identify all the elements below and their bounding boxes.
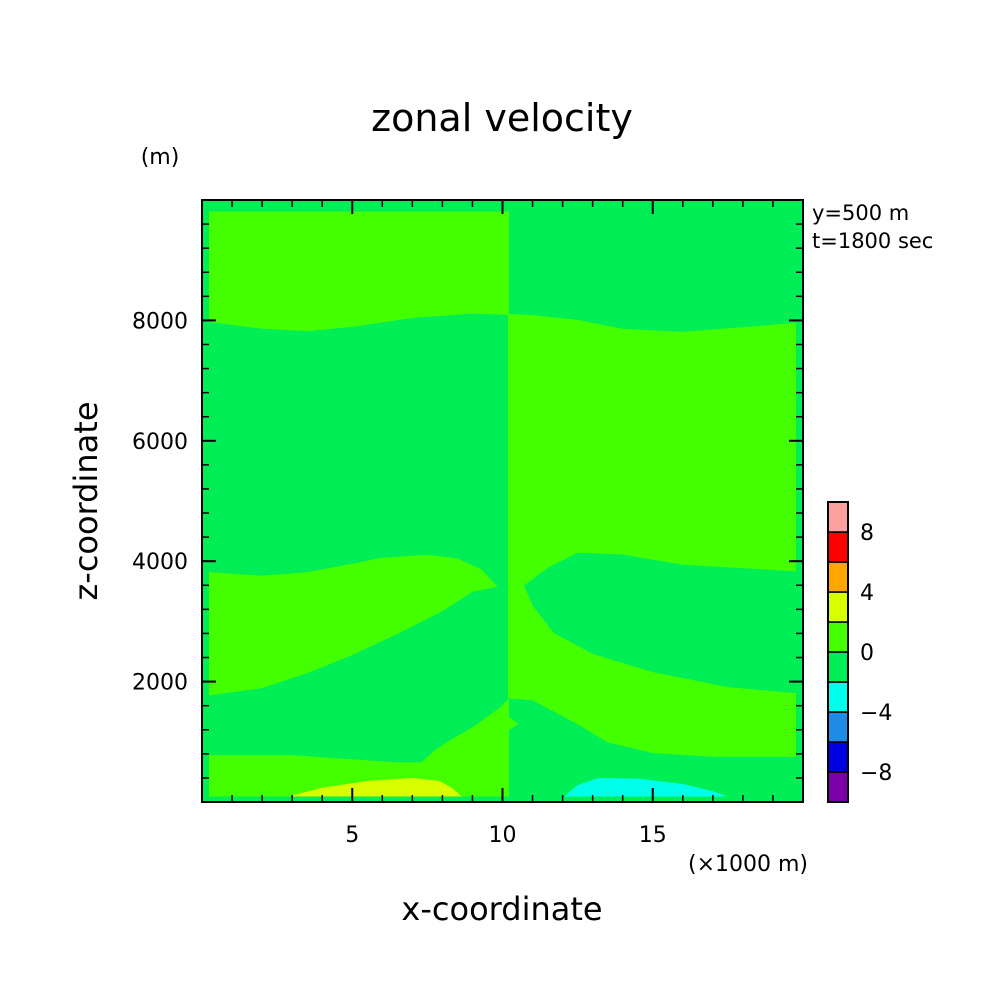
- x-axis: 5 10 15: [345, 200, 667, 848]
- colorbar-swatch: [827, 771, 849, 803]
- colorbar-swatch: [827, 651, 849, 683]
- colorbar-swatch: [827, 711, 849, 743]
- y-tick-label: 6000: [132, 430, 188, 455]
- x-axis-label: x-coordinate: [401, 890, 602, 928]
- annotation-y: y=500 m: [812, 201, 909, 225]
- colorbar-swatch: [827, 621, 849, 653]
- colorbar-swatch: [827, 501, 849, 533]
- colorbar-tick-label: 8: [860, 521, 874, 546]
- contour-region-right-small-wedge: [508, 716, 519, 731]
- contour-regions: [209, 211, 796, 797]
- x-unit-label: (×1000 m): [688, 852, 808, 877]
- colorbar-tick-label: 0: [860, 641, 874, 666]
- y-tick-label: 2000: [132, 671, 188, 696]
- y-tick-label: 4000: [132, 550, 188, 575]
- annotation-t: t=1800 sec: [812, 229, 933, 253]
- x-tick-label: 10: [489, 823, 517, 848]
- y-axis: 2000 4000 6000 8000: [132, 309, 803, 696]
- x-tick-label: 15: [639, 823, 667, 848]
- colorbar-tick-label: 4: [860, 581, 874, 606]
- colorbar-swatch: [827, 741, 849, 773]
- colorbar-tick-label: −8: [860, 761, 892, 786]
- contour-region-left-middle-band: [209, 554, 498, 696]
- colorbar-frame: [827, 501, 849, 803]
- colorbar-swatch: [827, 531, 849, 563]
- contour-region-upper-left-band: [209, 211, 509, 332]
- y-unit-label: (m): [141, 145, 180, 170]
- contour-region-left-lower-band: [209, 698, 509, 797]
- colorbar: −8 −4 0 4 8: [827, 501, 892, 803]
- contour-region-positive-cell: [291, 777, 462, 797]
- contour-region-upper-right-band: [508, 313, 796, 757]
- colorbar-swatch: [827, 591, 849, 623]
- plot-area: [201, 199, 804, 803]
- chart-title: zonal velocity: [371, 96, 633, 140]
- colorbar-swatch: [827, 561, 849, 593]
- colorbar-tick-label: −4: [860, 701, 892, 726]
- y-axis-label: z-coordinate: [67, 401, 105, 600]
- x-tick-label: 5: [345, 823, 359, 848]
- colorbar-swatch: [827, 681, 849, 713]
- y-tick-label: 8000: [132, 309, 188, 334]
- contour-region-negative-cell: [564, 777, 726, 797]
